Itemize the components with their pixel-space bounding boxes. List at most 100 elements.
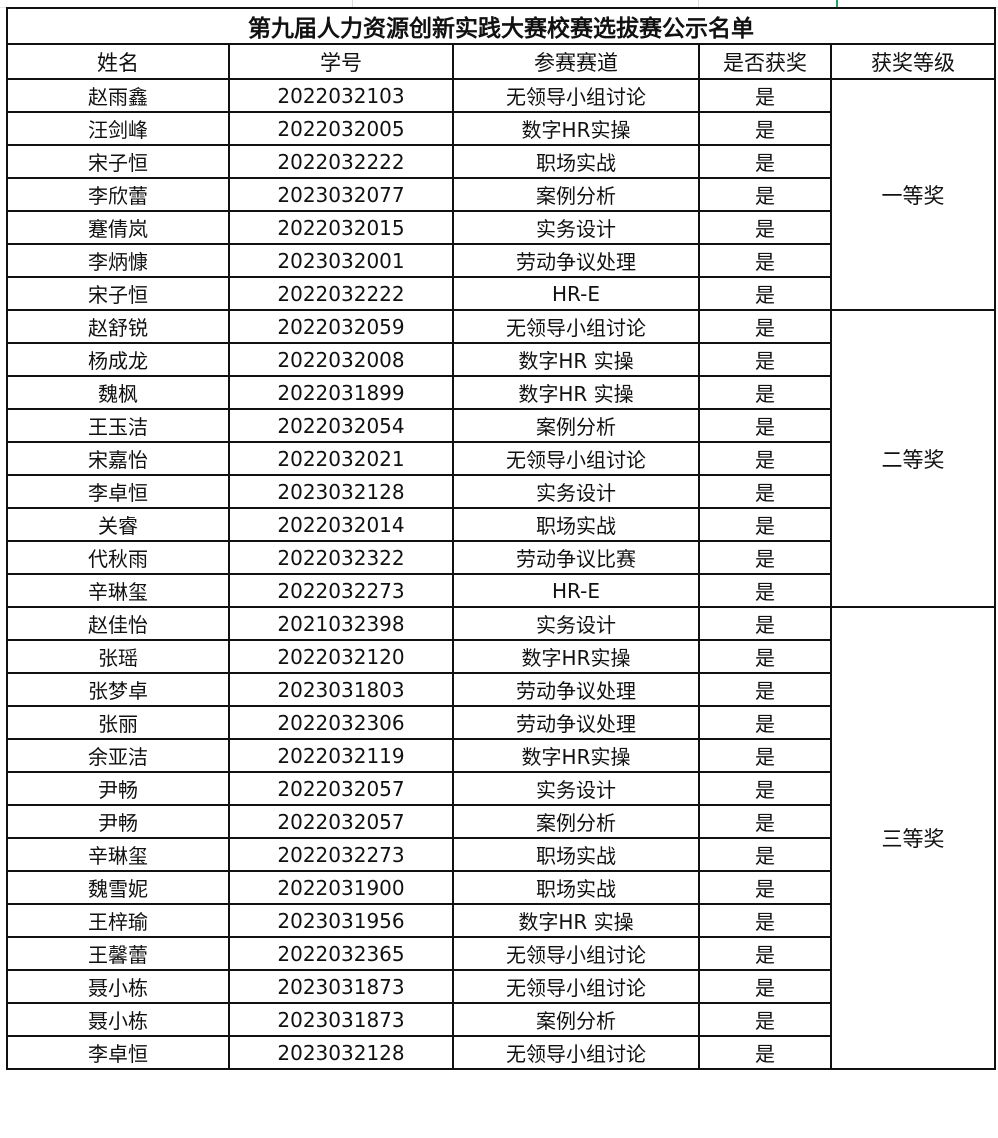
awarded-cell: 是 <box>698 705 832 740</box>
award-level-cell: 一等奖 <box>829 78 997 311</box>
name-cell: 张瑶 <box>6 639 230 674</box>
track-cell: 实务设计 <box>452 771 700 806</box>
track-cell: 数字HR实操 <box>452 738 700 773</box>
awarded-cell: 是 <box>698 243 832 278</box>
awarded-cell: 是 <box>698 309 832 344</box>
table-row: 赵雨鑫 2022032103 无领导小组讨论是一等奖 <box>6 78 997 311</box>
awarded-cell: 是 <box>698 342 832 377</box>
student-id-cell: 2022032014 <box>228 507 454 542</box>
track-cell: 无领导小组讨论 <box>452 309 700 344</box>
awarded-cell: 是 <box>698 738 832 773</box>
award-level-cell: 二等奖 <box>829 309 997 608</box>
table-row: 尹畅 2022032057 实务设计是 <box>6 771 995 806</box>
name-cell: 李炳慷 <box>6 243 230 278</box>
name-cell: 汪剑峰 <box>6 111 230 146</box>
track-cell: 案例分析 <box>452 408 700 443</box>
gridline <box>352 0 353 7</box>
name-cell: 聂小栋 <box>6 969 230 1004</box>
table-row: 张瑶 2022032120 数字HR实操是 <box>6 639 995 674</box>
header-track: 参赛赛道 <box>452 43 700 80</box>
cell-cursor-marker <box>836 0 838 7</box>
name-cell: 张梦卓 <box>6 672 230 707</box>
table-row: 聂小栋 2023031873 案例分析是 <box>6 1002 995 1037</box>
award-list-table: 第九届人力资源创新实践大赛校赛选拔赛公示名单 姓名 学号 参赛赛道 是否获奖 获… <box>5 7 997 1070</box>
track-cell: 无领导小组讨论 <box>452 969 700 1004</box>
name-cell: 宋子恒 <box>6 276 230 311</box>
header-name: 姓名 <box>6 43 230 80</box>
track-cell: 实务设计 <box>452 210 700 245</box>
name-cell: 杨成龙 <box>6 342 230 377</box>
track-cell: 无领导小组讨论 <box>452 936 700 971</box>
student-id-cell: 2022032306 <box>228 705 454 740</box>
name-cell: 尹畅 <box>6 804 230 839</box>
track-cell: 劳动争议比赛 <box>452 540 700 575</box>
student-id-cell: 2022032008 <box>228 342 454 377</box>
name-cell: 李卓恒 <box>6 1035 230 1070</box>
student-id-cell: 2022032365 <box>228 936 454 971</box>
name-cell: 赵雨鑫 <box>6 78 230 113</box>
awarded-cell: 是 <box>698 177 832 212</box>
track-cell: 案例分析 <box>452 804 700 839</box>
table-row: 李炳慷 2023032001 劳动争议处理是 <box>6 243 995 278</box>
student-id-cell: 2022032005 <box>228 111 454 146</box>
student-id-cell: 2022031900 <box>228 870 454 905</box>
name-cell: 王馨蕾 <box>6 936 230 971</box>
name-cell: 余亚洁 <box>6 738 230 773</box>
table-row: 赵舒锐 2022032059 无领导小组讨论是二等奖 <box>6 309 997 608</box>
track-cell: 职场实战 <box>452 507 700 542</box>
awarded-cell: 是 <box>698 804 832 839</box>
awarded-cell: 是 <box>698 870 832 905</box>
student-id-cell: 2022032059 <box>228 309 454 344</box>
student-id-cell: 2022032119 <box>228 738 454 773</box>
table-row: 张梦卓 2023031803 劳动争议处理是 <box>6 672 995 707</box>
table-row: 辛琳玺 2022032273 职场实战是 <box>6 837 995 872</box>
awarded-cell: 是 <box>698 672 832 707</box>
header-award-level: 获奖等级 <box>829 43 997 80</box>
table-row: 魏枫 2022031899 数字HR 实操是 <box>6 375 995 410</box>
name-cell: 代秋雨 <box>6 540 230 575</box>
name-cell: 辛琳玺 <box>6 837 230 872</box>
awarded-cell: 是 <box>698 969 832 1004</box>
track-cell: 数字HR 实操 <box>452 375 700 410</box>
table-row: 张丽 2022032306 劳动争议处理是 <box>6 705 995 740</box>
header-awarded: 是否获奖 <box>698 43 832 80</box>
student-id-cell: 2022032120 <box>228 639 454 674</box>
table-row: 代秋雨 2022032322 劳动争议比赛是 <box>6 540 995 575</box>
student-id-cell: 2022032021 <box>228 441 454 476</box>
awarded-cell: 是 <box>698 639 832 674</box>
track-cell: 实务设计 <box>452 606 700 641</box>
name-cell: 辛琳玺 <box>6 573 230 608</box>
table-row: 宋子恒 2022032222 职场实战是 <box>6 144 995 179</box>
name-cell: 尹畅 <box>6 771 230 806</box>
name-cell: 李欣蕾 <box>6 177 230 212</box>
student-id-cell: 2022032273 <box>228 573 454 608</box>
table-row: 辛琳玺 2022032273 HR-E 是 <box>6 573 995 608</box>
student-id-cell: 2023032077 <box>228 177 454 212</box>
name-cell: 李卓恒 <box>6 474 230 509</box>
track-cell: 无领导小组讨论 <box>452 441 700 476</box>
header-student-id: 学号 <box>228 43 454 80</box>
table-row: 李卓恒 2023032128 实务设计是 <box>6 474 995 509</box>
awarded-cell: 是 <box>698 474 832 509</box>
student-id-cell: 2022032222 <box>228 276 454 311</box>
table-row: 尹畅 2022032057 案例分析是 <box>6 804 995 839</box>
name-cell: 魏枫 <box>6 375 230 410</box>
student-id-cell: 2023031873 <box>228 1002 454 1037</box>
table-row: 宋子恒 2022032222 HR-E 是 <box>6 276 995 311</box>
table-row: 宋嘉怡 2022032021 无领导小组讨论是 <box>6 441 995 476</box>
track-cell: 数字HR实操 <box>452 639 700 674</box>
student-id-cell: 2022032322 <box>228 540 454 575</box>
student-id-cell: 2022032015 <box>228 210 454 245</box>
awarded-cell: 是 <box>698 78 832 113</box>
table-row: 王玉洁 2022032054 案例分析是 <box>6 408 995 443</box>
student-id-cell: 2022032057 <box>228 771 454 806</box>
awarded-cell: 是 <box>698 936 832 971</box>
track-cell: 职场实战 <box>452 870 700 905</box>
table-row: 赵佳怡 2021032398 实务设计是三等奖 <box>6 606 997 1070</box>
awarded-cell: 是 <box>698 540 832 575</box>
track-cell: 案例分析 <box>452 177 700 212</box>
table-row: 李卓恒 2023032128 无领导小组讨论是 <box>6 1035 995 1070</box>
student-id-cell: 2023032128 <box>228 1035 454 1070</box>
track-cell: 职场实战 <box>452 837 700 872</box>
name-cell: 关睿 <box>6 507 230 542</box>
